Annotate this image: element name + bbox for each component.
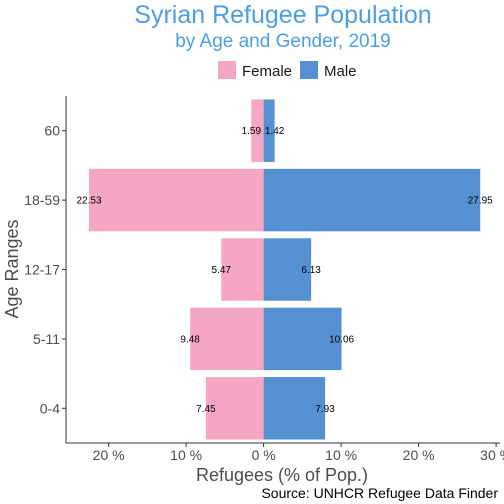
y-tick-label: 0-4 — [40, 400, 60, 416]
y-tick-label: 18-59 — [24, 192, 60, 208]
bar-female-0-4 — [205, 377, 264, 440]
bar-male-12-17 — [263, 238, 312, 301]
y-axis-title: Age Ranges — [2, 219, 22, 318]
bar-female-5-11 — [190, 307, 264, 371]
data-label-male-60: 1.42 — [265, 126, 285, 137]
y-tick-label: 12-17 — [24, 262, 60, 278]
x-tick-label: 10 % — [170, 447, 202, 463]
data-label-female-60: 1.59 — [242, 126, 262, 137]
data-label-male-0-4: 7.93 — [315, 404, 335, 415]
chart-subtitle: by Age and Gender, 2019 — [175, 31, 391, 52]
bar-male-0-4 — [263, 377, 326, 440]
x-tick-label: 10 % — [325, 447, 357, 463]
data-labels: 7.45 9.48 5.47 22.53 1.59 7.93 10.06 6.13 27.95 1… — [77, 126, 494, 415]
x-axis-title: Refugees (% of Pop.) — [196, 465, 368, 485]
bars — [89, 99, 481, 440]
legend-label-female: Female — [242, 63, 292, 80]
y-axis-ticks: 0-4 5-11 12-17 18-59 60 — [24, 123, 66, 416]
bar-female-18-59 — [89, 168, 264, 232]
legend-swatch-male — [300, 61, 318, 79]
bar-male-60 — [263, 99, 275, 162]
x-tick-label: 30 % — [480, 447, 504, 463]
x-tick-label: 20 % — [93, 447, 125, 463]
data-label-male-18-59: 27.95 — [468, 196, 493, 207]
bar-male-5-11 — [263, 307, 342, 371]
data-label-female-0-4: 7.45 — [196, 404, 216, 415]
x-tick-label: 0 % — [252, 447, 276, 463]
legend-label-male: Male — [324, 63, 357, 80]
data-label-female-18-59: 22.53 — [77, 196, 102, 207]
bar-female-12-17 — [221, 238, 264, 301]
y-tick-label: 60 — [44, 123, 60, 139]
legend-swatch-female — [218, 61, 236, 79]
chart-title: Syrian Refugee Population — [134, 1, 431, 29]
source-caption: Source: UNHCR Refugee Data Finder — [261, 485, 498, 501]
data-label-male-12-17: 6.13 — [301, 265, 321, 276]
x-tick-label: 20 % — [403, 447, 435, 463]
y-tick-label: 5-11 — [33, 331, 60, 347]
data-label-male-5-11: 10.06 — [329, 334, 354, 345]
legend: Female Male — [218, 61, 357, 80]
bar-female-60 — [251, 99, 264, 162]
x-axis-ticks: 20 % 10 % 0 % 10 % 20 % 30 % — [93, 443, 504, 463]
data-label-female-12-17: 5.47 — [211, 265, 231, 276]
bar-male-18-59 — [263, 168, 481, 232]
data-label-female-5-11: 9.48 — [180, 334, 200, 345]
